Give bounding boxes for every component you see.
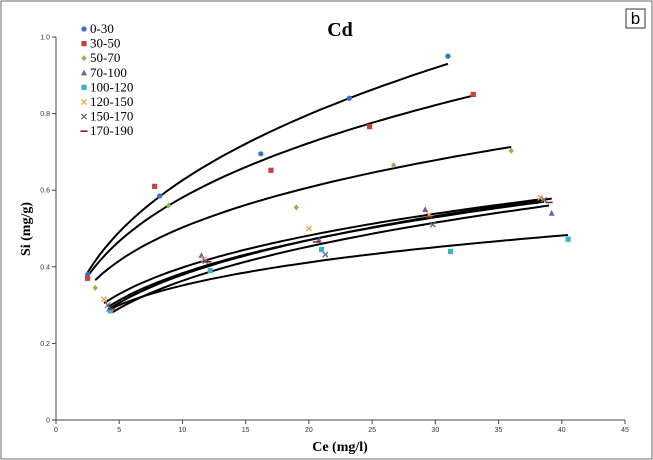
fit-curve-170-190 [111,204,550,314]
point-150-170 [322,251,329,258]
point-0-30 [258,151,264,157]
point-0-30 [445,53,451,59]
panel-label-box [625,8,646,29]
legend-label: 30-50 [90,36,120,51]
x-tick-label: 0 [54,427,58,434]
x-tick-label: 45 [621,427,629,434]
data-points [85,53,571,314]
point-30-50 [85,275,91,281]
point-50-70 [508,147,514,154]
legend-label: 150-170 [90,109,133,124]
point-100-120 [207,268,213,274]
x-tick-label: 40 [558,427,566,434]
legend: 0-3030-5050-7070-100100-120120-150150-17… [80,21,133,138]
x-tick-label: 5 [117,427,121,434]
fitted-curves [86,62,569,314]
point-70-100 [198,252,205,258]
y-tick-label: 0.2 [40,341,50,348]
legend-marker-30-50 [81,41,87,47]
point-30-50 [268,167,274,173]
point-30-50 [152,183,158,189]
point-100-120 [318,246,325,253]
y-tick-label: 0.8 [40,111,50,118]
x-tick-label: 35 [495,427,503,434]
x-tick-label: 30 [431,427,439,434]
fit-curve-120-150 [103,198,541,305]
point-120-150 [537,194,544,201]
point-30-50 [470,91,476,98]
legend-label: 50-70 [90,50,120,65]
y-tick-label: 0.4 [40,264,50,271]
x-tick-label: 20 [305,427,313,434]
legend-label: 170-190 [90,123,133,138]
point-100-120 [565,236,571,242]
point-120-150 [305,225,312,232]
point-50-70 [391,162,397,169]
point-50-70 [165,202,172,209]
legend-label: 0-30 [90,21,114,36]
y-axis-label: Si (mg/g) [19,202,34,256]
legend-marker-100-120 [81,84,87,90]
x-tick-label: 15 [242,427,250,434]
legend-label: 100-120 [90,79,133,94]
point-100-120 [447,248,454,255]
point-0-30 [346,95,352,101]
x-axis-label: Ce (mg/l) [312,440,368,455]
point-0-30 [157,193,163,199]
point-100-120 [107,308,113,314]
point-150-170 [541,196,548,203]
panel-label: b [631,9,640,28]
x-tick-label: 10 [179,427,187,434]
legend-label: 120-150 [90,94,133,109]
axis-ticks: 0 5 10 15 20 25 30 35 40 45 0 0.2 0.4 0.6 0.8 1.0 [40,35,629,435]
y-tick-label: 0.6 [40,188,50,195]
legend-marker-50-70 [81,55,87,62]
point-70-100 [548,209,555,216]
point-150-170 [429,221,436,228]
fit-curve-100-120 [110,234,569,310]
x-tick-label: 25 [368,427,376,434]
fit-curve-30-50 [86,94,474,277]
point-30-50 [366,124,373,130]
point-120-150 [100,296,108,303]
point-70-100 [422,206,429,212]
legend-marker-70-100 [81,69,87,76]
legend-label: 70-100 [90,65,127,80]
fit-curve-50-70 [94,145,512,281]
chart-title: Cd [327,19,353,41]
y-tick-label: 0 [46,418,50,425]
point-50-70 [92,284,98,291]
legend-marker-120-150 [80,98,88,106]
fit-curve-150-170 [107,200,545,308]
point-150-170 [104,302,111,309]
point-50-70 [293,204,299,211]
y-tick-label: 1.0 [40,35,50,42]
legend-marker-0-30 [81,26,87,32]
legend-marker-150-170 [80,113,88,120]
fit-curve-0-30 [86,62,449,274]
